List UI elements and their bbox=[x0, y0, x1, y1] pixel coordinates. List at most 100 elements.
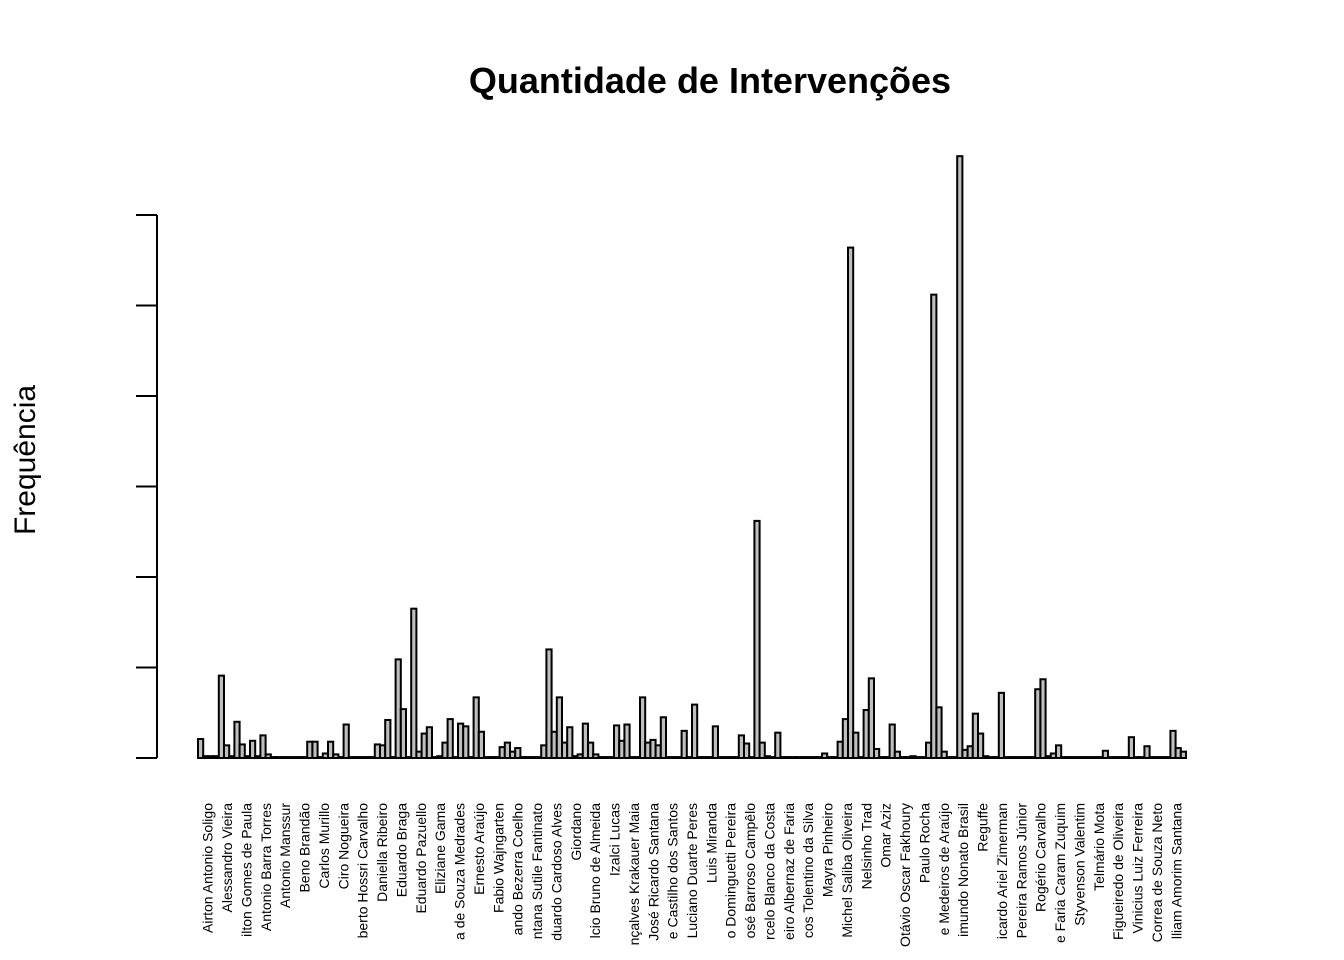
bar bbox=[867, 677, 875, 759]
x-tick-label: ilton Gomes de Paula bbox=[238, 803, 254, 937]
x-tick-label: Fabio Wajngarten bbox=[490, 803, 506, 913]
x-tick-label: Styvenson Valentim bbox=[1072, 803, 1088, 926]
bar bbox=[311, 740, 319, 760]
x-tick-label: Eduardo Braga bbox=[393, 803, 409, 897]
x-tick-label: eiro Albernaz de Faria bbox=[781, 803, 797, 940]
bar bbox=[581, 722, 589, 759]
bar bbox=[477, 730, 485, 759]
bar bbox=[758, 741, 766, 759]
bar bbox=[462, 725, 470, 760]
bar bbox=[997, 691, 1005, 760]
bar bbox=[217, 674, 226, 760]
bar bbox=[1169, 729, 1177, 759]
x-tick-label: Luciano Duarte Peres bbox=[684, 803, 700, 938]
x-tick-label: Antonio Manssur bbox=[277, 803, 293, 908]
x-tick-label: Eduardo Pazuello bbox=[413, 803, 429, 914]
bar bbox=[930, 293, 938, 759]
x-tick-label: Figueiredo de Oliveira bbox=[1110, 803, 1126, 940]
bar bbox=[342, 723, 350, 760]
x-tick-label: Mayra Pinheiro bbox=[820, 803, 836, 897]
bar-series bbox=[197, 155, 1188, 760]
x-tick-label: e Castilho dos Santos bbox=[665, 803, 681, 939]
bar bbox=[425, 726, 433, 759]
bar bbox=[566, 726, 574, 759]
x-tick-label: Paulo Rocha bbox=[917, 803, 933, 883]
bar bbox=[1179, 750, 1188, 759]
x-tick-label: lliam Amorim Santana bbox=[1168, 803, 1184, 939]
x-tick-label: ntana Sutile Fantinato bbox=[529, 803, 545, 939]
bar bbox=[587, 741, 595, 759]
x-tick-label: rcelo Blanco da Costa bbox=[762, 803, 778, 940]
x-tick-label: Ernesto Araújo bbox=[471, 803, 487, 895]
bar bbox=[940, 750, 948, 759]
x-tick-label: Luis Miranda bbox=[703, 803, 719, 883]
x-tick-label: cos Tolentino da Silva bbox=[800, 803, 816, 938]
bar bbox=[873, 747, 881, 760]
bar bbox=[446, 718, 454, 760]
x-tick-label: osé Barroso Campêlo bbox=[742, 803, 758, 939]
bar bbox=[852, 731, 860, 759]
x-tick-label: Telmário Mota bbox=[1091, 803, 1107, 891]
bar bbox=[1101, 749, 1110, 760]
bar bbox=[821, 752, 829, 759]
bar bbox=[472, 696, 480, 759]
x-tick-label: e Medeiros de Araújo bbox=[936, 803, 952, 936]
x-tick-label: Airton Antonio Soligo bbox=[200, 803, 216, 933]
x-tick-label: Omar Aziz bbox=[878, 803, 894, 868]
x-tick-label: Beno Brandão bbox=[297, 803, 313, 893]
bar bbox=[514, 747, 522, 759]
x-tick-label: José Ricardo Santana bbox=[645, 803, 661, 941]
bar bbox=[233, 720, 241, 759]
bar bbox=[197, 738, 205, 759]
bar bbox=[1127, 736, 1136, 759]
x-tick-label: Ciro Nogueira bbox=[335, 803, 351, 890]
x-tick-label: Michel Saliba Oliveira bbox=[839, 803, 855, 938]
bar bbox=[249, 739, 257, 759]
bar bbox=[888, 723, 896, 760]
x-tick-label: nçalves Krakauer Maia bbox=[626, 803, 642, 946]
x-tick-label: berto Hossri Carvalho bbox=[355, 803, 371, 939]
x-tick-labels: Airton Antonio Soligo Alessandro Vieira il… bbox=[200, 803, 1185, 947]
bar bbox=[399, 708, 407, 760]
bar bbox=[753, 519, 761, 760]
bar bbox=[774, 731, 782, 759]
y-axis-label: Frequência bbox=[9, 385, 42, 535]
bar bbox=[503, 741, 511, 759]
x-tick-label: ando Bezerra Coelho bbox=[510, 803, 526, 936]
bar bbox=[410, 607, 418, 759]
x-tick-label: e Faria Caram Zuquim bbox=[1052, 803, 1068, 943]
x-tick-label: Rogério Carvalho bbox=[1033, 803, 1049, 912]
bar bbox=[659, 716, 667, 760]
chart-title: Quantidade de Intervenções bbox=[469, 60, 951, 101]
x-tick-label: duardo Cardoso Alves bbox=[548, 803, 564, 941]
x-tick-label: imundo Nonato Brasil bbox=[955, 803, 971, 937]
x-tick-label: a de Souza Medrades bbox=[452, 803, 468, 940]
x-tick-label: Nelsinho Trad bbox=[858, 803, 874, 889]
x-tick-label: icardo Ariel Zimerman bbox=[994, 803, 1010, 939]
y-axis bbox=[136, 214, 158, 759]
x-tick-label: Correa de Souza Neto bbox=[1149, 803, 1165, 943]
x-tick-label: Otávio Oscar Fakhoury bbox=[897, 803, 913, 947]
bar bbox=[327, 740, 335, 760]
x-tick-label: Vinicius Luiz Ferreira bbox=[1130, 803, 1146, 934]
bar bbox=[1039, 678, 1047, 760]
bar bbox=[623, 723, 631, 760]
x-tick-label: Alessandro Vieira bbox=[219, 803, 235, 913]
x-tick-label: Reguffe bbox=[975, 803, 991, 852]
bar bbox=[1055, 744, 1063, 760]
x-tick-label: Pereira Ramos Júnior bbox=[1013, 803, 1029, 939]
x-tick-label: Daniella Ribeiro bbox=[374, 803, 390, 902]
x-tick-label: Eliziane Gama bbox=[432, 803, 448, 894]
bar bbox=[956, 155, 964, 760]
bar bbox=[711, 725, 719, 760]
bar bbox=[847, 246, 855, 760]
x-tick-label: Izalci Lucas bbox=[607, 803, 623, 876]
bar bbox=[545, 648, 553, 760]
bar bbox=[691, 703, 699, 759]
bar bbox=[384, 718, 392, 759]
x-tick-label: Carlos Murillo bbox=[316, 803, 332, 889]
bar bbox=[935, 706, 943, 760]
bar bbox=[680, 729, 688, 759]
bar bbox=[639, 696, 647, 759]
